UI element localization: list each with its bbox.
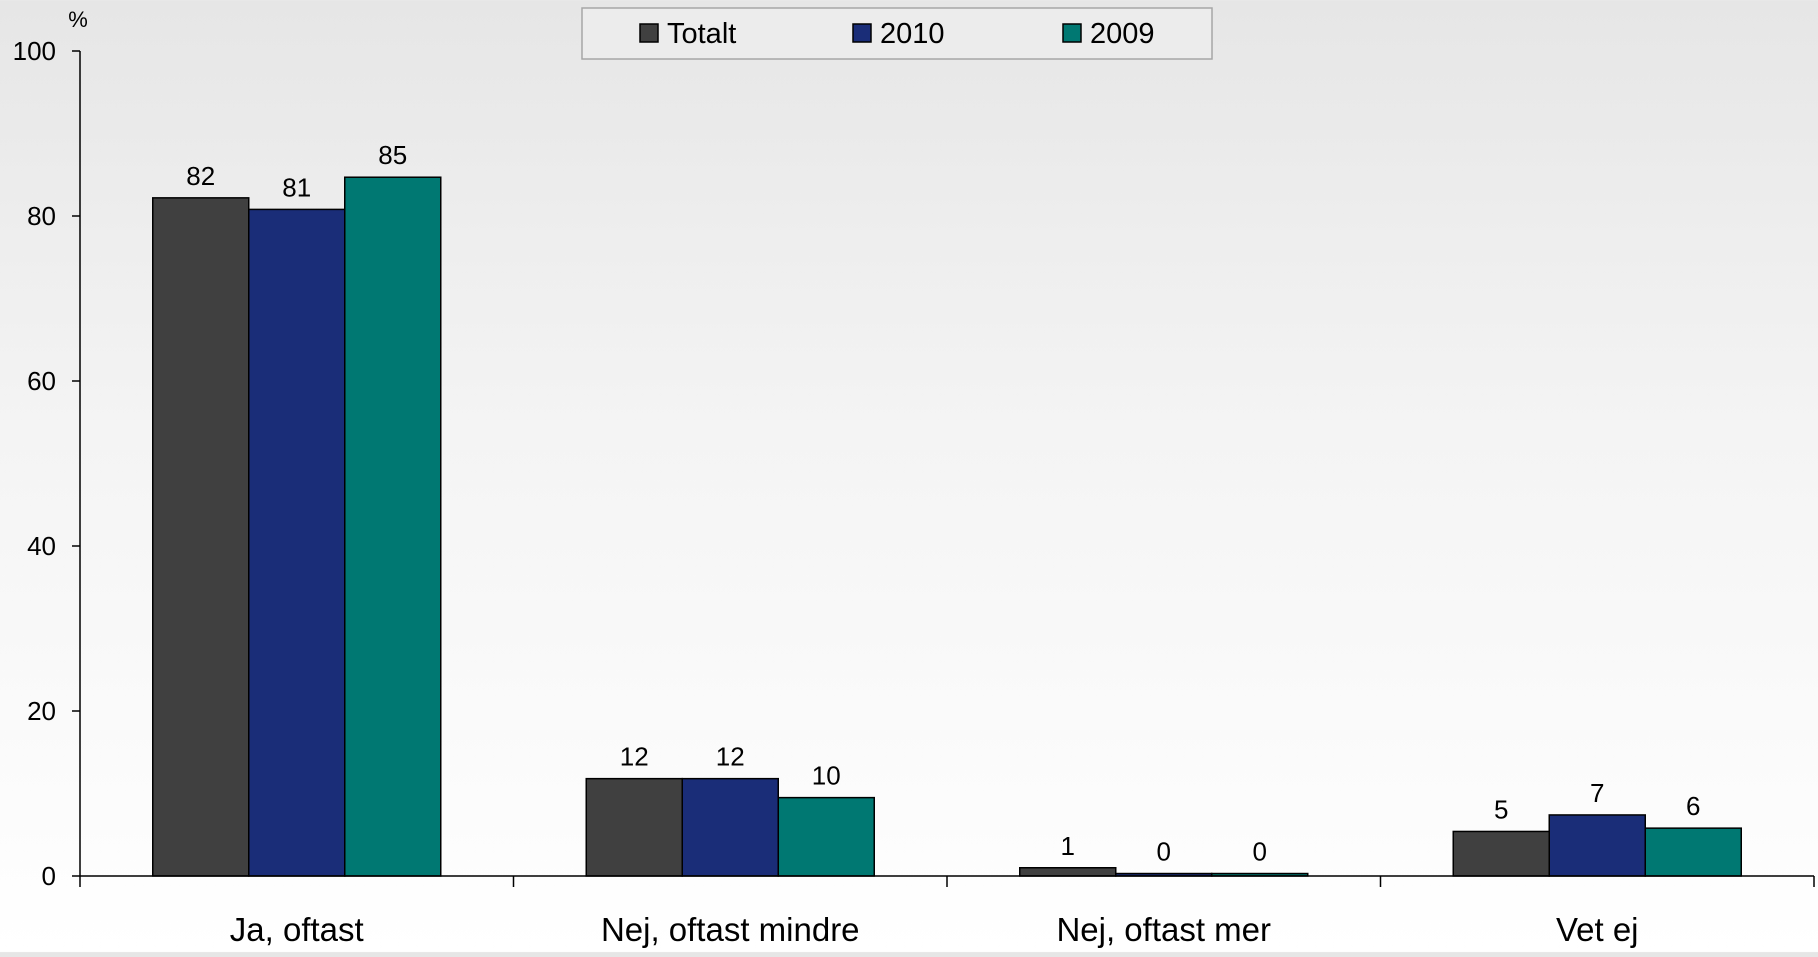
x-axis: Ja, oftast Nej, oftast mindre Nej, oftast … <box>79 875 1815 948</box>
legend-label: 2009 <box>1090 18 1155 50</box>
data-label: 7 <box>1590 778 1604 808</box>
data-label: 0 <box>1157 837 1171 867</box>
legend-box <box>581 7 1213 60</box>
data-label: 6 <box>1686 791 1700 821</box>
y-tick-label: 100 <box>13 36 56 66</box>
bar <box>681 777 779 877</box>
legend-label: 2010 <box>880 18 945 50</box>
y-tick-label: 40 <box>27 531 56 561</box>
y-axis: 0 20 40 60 80 100 <box>13 36 81 891</box>
legend: Totalt 2010 2009 <box>581 7 1213 60</box>
bar <box>344 176 442 877</box>
data-label: 10 <box>812 761 841 791</box>
legend-swatch <box>852 23 872 43</box>
data-label: 12 <box>620 742 649 772</box>
y-tick-label: 0 <box>42 861 56 891</box>
bar <box>1019 867 1117 877</box>
bar <box>585 777 683 877</box>
x-category-label: Nej, oftast mindre <box>601 911 860 948</box>
bar <box>1452 830 1550 877</box>
data-label: 81 <box>282 172 311 202</box>
bar <box>777 796 875 877</box>
data-label: 0 <box>1253 837 1267 867</box>
y-tick-label: 60 <box>27 366 56 396</box>
bar <box>152 197 250 877</box>
data-label: 5 <box>1494 794 1508 824</box>
y-tick-label: 80 <box>27 201 56 231</box>
x-category-label: Ja, oftast <box>230 911 364 948</box>
bar <box>1644 827 1742 877</box>
x-category-label: Nej, oftast mer <box>1056 911 1271 948</box>
data-label: 85 <box>378 140 407 170</box>
y-tick-label: 20 <box>27 696 56 726</box>
legend-label: Totalt <box>667 18 736 50</box>
y-axis-unit-label: % <box>68 7 88 32</box>
legend-swatch <box>1062 23 1082 43</box>
data-label: 82 <box>186 161 215 191</box>
data-label: 1 <box>1061 831 1075 861</box>
bar <box>248 208 346 877</box>
data-label: 12 <box>716 742 745 772</box>
legend-swatch <box>639 23 659 43</box>
x-category-label: Vet ej <box>1556 911 1639 948</box>
bar <box>1548 814 1646 877</box>
